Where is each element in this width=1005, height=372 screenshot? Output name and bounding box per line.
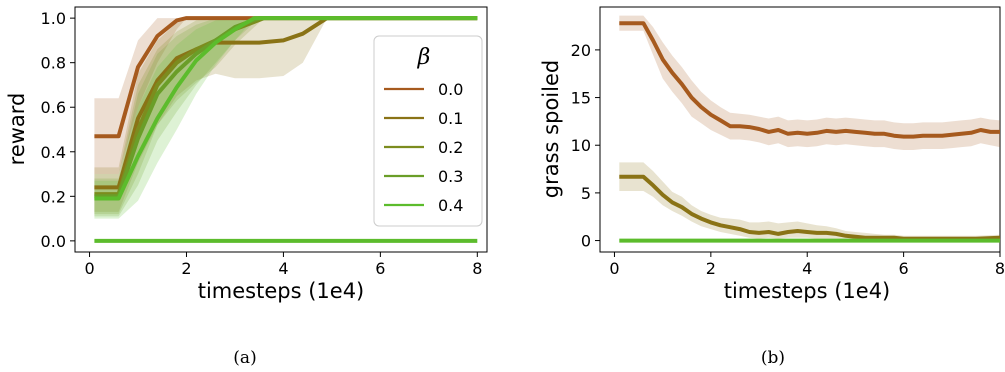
panel-b-ytick-label: 15 bbox=[571, 89, 591, 108]
legend-label-0: 0.0 bbox=[438, 80, 463, 99]
panel-a-xtick-label: 0 bbox=[84, 259, 94, 278]
panel-a-legend: β 0.0 0.1 0.2 0.3 0.4 bbox=[373, 35, 483, 227]
panel-a-ytick-label: 0.2 bbox=[41, 187, 66, 206]
panel-b-xtick-label: 8 bbox=[995, 259, 1005, 278]
panel-a-ticks: 0 2 4 6 8 0.0 0.2 0.4 0.6 0.8 1.0 bbox=[41, 9, 483, 278]
panel-b-xtick-label: 0 bbox=[609, 259, 619, 278]
panel-a-lines bbox=[94, 16, 478, 243]
panel-b-xtick-label: 4 bbox=[802, 259, 812, 278]
panel-a-frame bbox=[74, 6, 488, 253]
panel-a-ytick-label: 0.6 bbox=[41, 98, 66, 117]
panel-a-chart: 0 2 4 6 80.00.20.40.60.81.0 timesteps (1e4) … bbox=[5, 6, 488, 368]
panel-b-series-line-1 bbox=[619, 174, 1001, 241]
legend-items: 0.0 0.1 0.2 0.3 0.4 bbox=[384, 80, 463, 215]
panel-b-series-line-0 bbox=[619, 21, 1000, 139]
panel-b-ylabel: grass spoiled bbox=[539, 60, 563, 198]
panel-b-caption: (b) bbox=[761, 348, 785, 368]
panel-b-band-0 bbox=[619, 15, 1000, 150]
panel-a-series-line-4 bbox=[94, 16, 478, 201]
panel-a-xlabel: timesteps (1e4) bbox=[198, 279, 365, 303]
panel-b-ytick-label: 10 bbox=[571, 136, 591, 155]
panel-b-ticks: 0 2 4 6 8 0 5 10 15 20 bbox=[571, 41, 1005, 278]
legend-label-3: 0.3 bbox=[438, 167, 463, 186]
panel-a-xtick-label: 6 bbox=[375, 259, 385, 278]
panel-b-frame bbox=[599, 6, 1001, 253]
panel-b-bands bbox=[619, 15, 1000, 241]
panel-b-xlabel: timesteps (1e4) bbox=[724, 279, 891, 303]
panel-a-xtick-label: 4 bbox=[278, 259, 288, 278]
panel-a-caption: (a) bbox=[233, 348, 256, 368]
legend-label-1: 0.1 bbox=[438, 109, 463, 128]
panel-b-xtick-label: 2 bbox=[706, 259, 716, 278]
panel-b-ytick-label: 5 bbox=[581, 184, 591, 203]
panel-b-ytick-label: 0 bbox=[581, 232, 591, 251]
legend-label-2: 0.2 bbox=[438, 138, 463, 157]
panel-a-ytick-label: 0.0 bbox=[41, 232, 66, 251]
legend-title: β bbox=[417, 45, 431, 70]
panel-a-ylabel: reward bbox=[5, 93, 29, 166]
panel-b-ytick-label: 20 bbox=[571, 41, 591, 60]
panel-b-chart: 0 2 4 6 8 0 5 10 15 20 timesteps (1e4) grass spoi… bbox=[539, 6, 1005, 368]
legend-box bbox=[373, 35, 483, 227]
legend-label-4: 0.4 bbox=[438, 196, 463, 215]
panel-a-xtick-label: 2 bbox=[181, 259, 191, 278]
panel-a-ytick-label: 1.0 bbox=[41, 9, 66, 28]
panel-b-xtick-label: 6 bbox=[899, 259, 909, 278]
panel-a-xtick-label: 8 bbox=[472, 259, 482, 278]
panel-a-ytick-label: 0.4 bbox=[41, 143, 66, 162]
panel-b-lines bbox=[619, 21, 1001, 243]
panel-a-ytick-label: 0.8 bbox=[41, 54, 66, 73]
panel-b-band-1 bbox=[619, 162, 1000, 241]
panel-a-series-line-0 bbox=[94, 16, 478, 139]
